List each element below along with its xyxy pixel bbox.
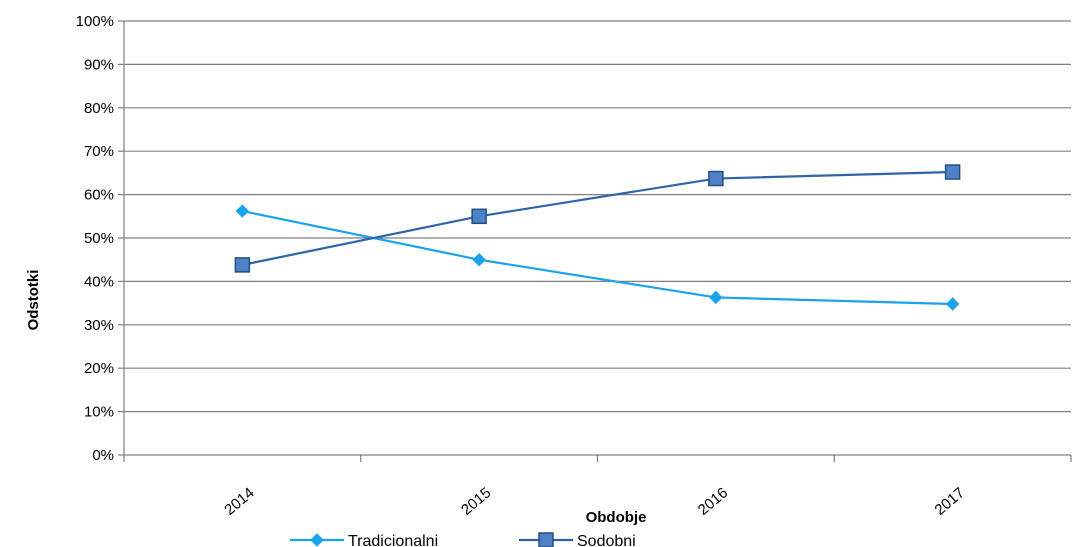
y-axis-ticks: 0% 10% 20% 30% 40% 50% 60% 70% 80% 90% 100% bbox=[76, 13, 124, 464]
y-tick-label: 10% bbox=[84, 404, 114, 421]
y-tick-label: 70% bbox=[84, 143, 114, 160]
legend-label: Sodobni bbox=[577, 533, 636, 547]
square-marker bbox=[471, 208, 487, 225]
legend-label: Tradicionalni bbox=[348, 533, 438, 547]
series-tradicionalni bbox=[235, 204, 960, 311]
y-tick-label: 30% bbox=[84, 317, 114, 334]
y-axis-title: Odstotki bbox=[25, 270, 42, 331]
x-tick-label: 2015 bbox=[458, 484, 494, 518]
series-sodobni bbox=[234, 164, 961, 273]
y-tick-label: 50% bbox=[84, 230, 114, 247]
diamond-marker bbox=[709, 290, 723, 305]
y-tick-label: 100% bbox=[76, 13, 114, 30]
series-line bbox=[242, 210, 953, 306]
square-marker bbox=[944, 164, 961, 180]
square-marker bbox=[708, 170, 724, 187]
diamond-marker bbox=[310, 533, 324, 547]
y-tick-label: 90% bbox=[84, 56, 114, 73]
y-tick-label: 0% bbox=[92, 447, 114, 464]
y-tick-label: 20% bbox=[84, 360, 114, 377]
y-tick-label: 40% bbox=[84, 273, 114, 290]
series-line bbox=[242, 170, 953, 266]
x-tick-label: 2016 bbox=[695, 484, 731, 518]
gridlines bbox=[124, 20, 1071, 413]
diamond-marker bbox=[945, 297, 960, 311]
square-marker bbox=[538, 532, 554, 547]
x-tick-label: 2017 bbox=[931, 484, 967, 518]
y-tick-label: 60% bbox=[84, 187, 114, 204]
square-marker bbox=[234, 257, 251, 273]
x-tick-label: 2014 bbox=[221, 484, 257, 518]
series-layer bbox=[234, 164, 961, 311]
legend-item-tradicionalni: Tradicionalni bbox=[290, 533, 438, 547]
x-axis-title: Obdobje bbox=[586, 509, 647, 526]
diamond-marker bbox=[235, 204, 250, 218]
legend: Tradicionalni Sodobni bbox=[290, 532, 636, 547]
legend-item-sodobni: Sodobni bbox=[519, 532, 636, 547]
diamond-marker bbox=[472, 252, 486, 267]
y-tick-label: 80% bbox=[84, 100, 114, 117]
